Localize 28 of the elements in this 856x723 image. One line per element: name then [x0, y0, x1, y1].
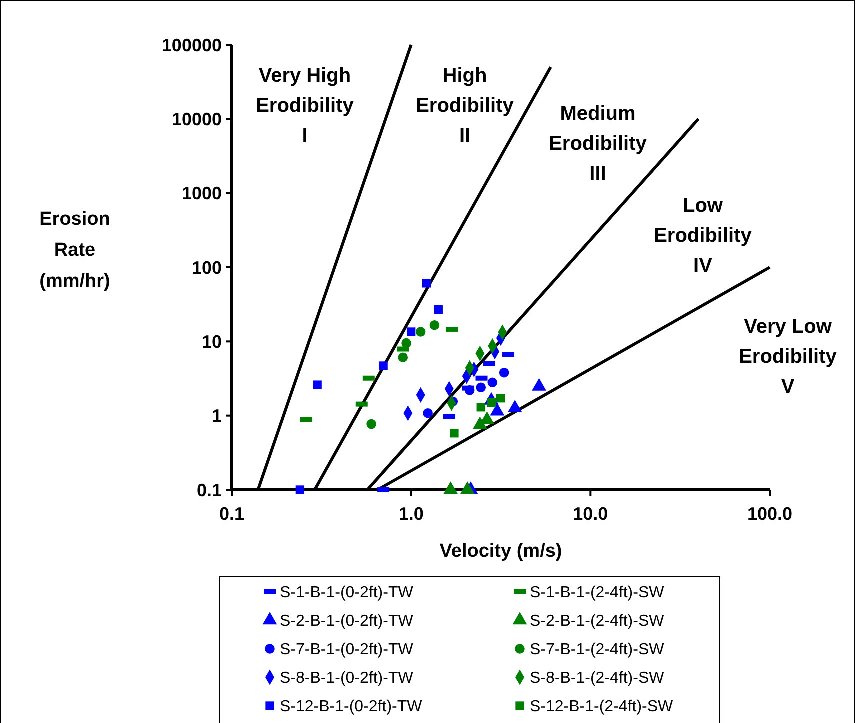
y-tick-label: 0.1 [196, 480, 222, 500]
annotation: High Erodibility II [416, 65, 515, 147]
x-tick-label: 1.0 [398, 504, 424, 524]
legend-label: S-1-B-1-(0-2ft)-TW [280, 584, 414, 602]
y-tick-label: 1 [212, 406, 222, 426]
legend-label: S-1-B-1-(2-4ft)-SW [530, 584, 666, 602]
x-tick-label: 10.0 [573, 504, 608, 524]
y-tick-label: 10 [202, 332, 222, 352]
legend-label: S-12-B-1-(2-4ft)-SW [530, 698, 674, 716]
legend-label: S-7-B-1-(0-2ft)-TW [280, 642, 414, 659]
x-tick-label: 0.1 [219, 504, 245, 524]
x-axis-title: Velocity (m/s) [440, 541, 562, 562]
y-tick-label: 1000 [182, 184, 222, 204]
y-tick-label: 10000 [172, 109, 222, 130]
legend-label: S-8-B-1-(0-2ft)-TW [280, 670, 414, 688]
legend-label: S-2-B-1-(0-2ft)-TW [280, 613, 414, 630]
legend-label: S-8-B-1-(2-4ft)-SW [530, 670, 666, 688]
annotation: Very Low Erodibility V [739, 316, 838, 398]
legend-label: S-7-B-1-(2-4ft)-SW [530, 642, 666, 659]
y-tick-label: 100000 [162, 35, 222, 56]
legend-label: S-2-B-1-(2-4ft)-SW [530, 613, 666, 630]
annotation: Low Erodibility IV [654, 195, 753, 277]
annotation: Very High Erodibility I [256, 65, 355, 147]
legend-label: S-12-B-1-(0-2ft)-TW [280, 698, 424, 716]
annotation: Medium Erodibility III [549, 103, 648, 185]
y-axis-title: Erosion Rate (mm/hr) [40, 209, 110, 292]
x-tick-label: 100.0 [747, 504, 793, 524]
y-tick-label: 100 [192, 258, 222, 278]
